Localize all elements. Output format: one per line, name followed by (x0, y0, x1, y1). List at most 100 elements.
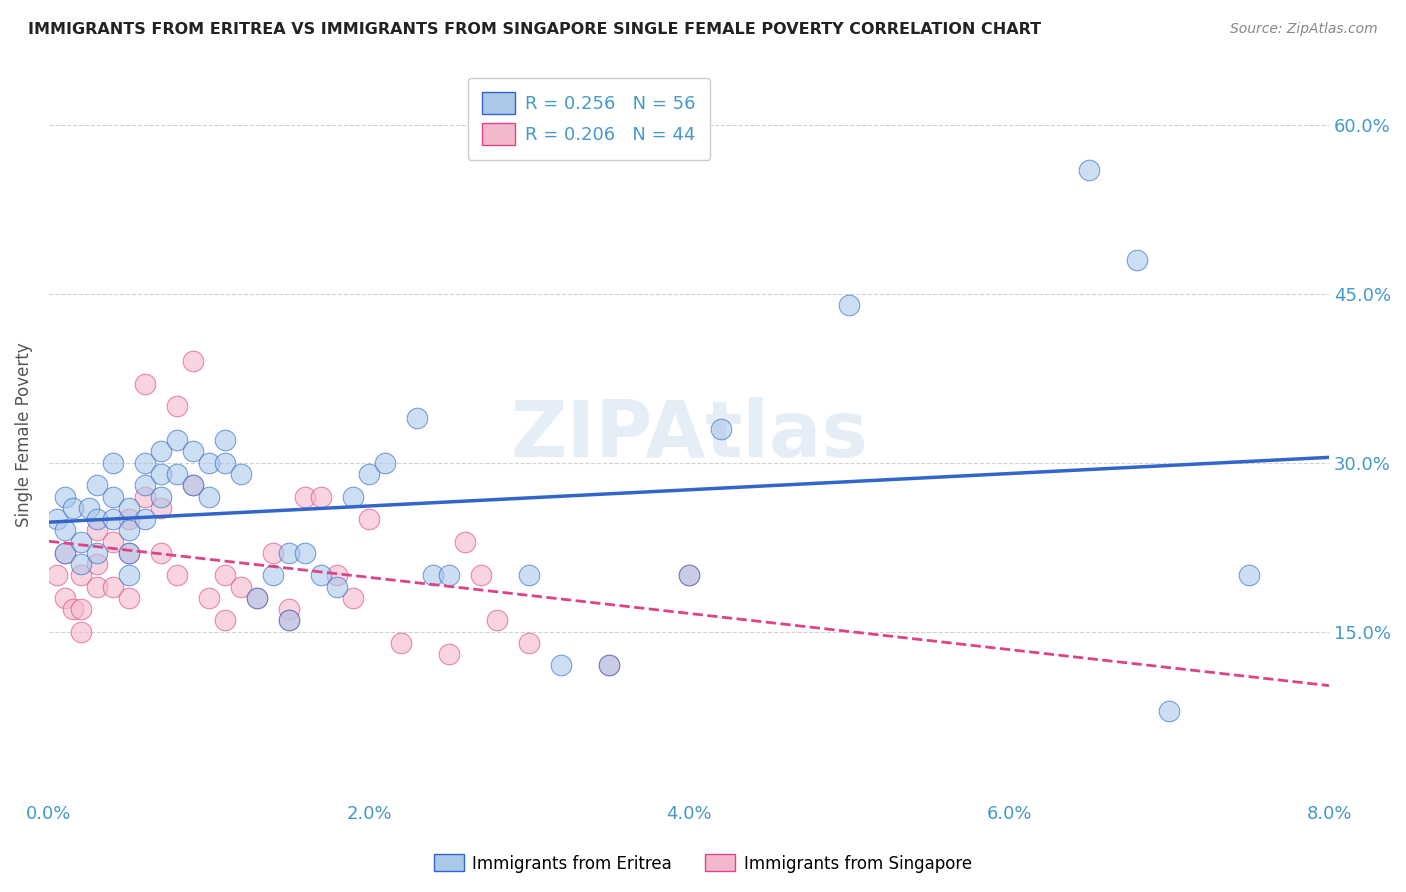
Point (214, 456, 236, 470)
Point (149, 444, 172, 458)
Point (86, 478, 108, 492)
Point (101, 490, 124, 504)
Point (326, 580, 349, 594)
Point (166, 467, 188, 481)
Point (406, 410, 429, 425)
Point (86, 546, 108, 560)
Point (326, 568, 349, 582)
Point (46, 512, 69, 526)
Point (678, 568, 700, 582)
Point (181, 444, 204, 458)
Text: Source: ZipAtlas.com: Source: ZipAtlas.com (1230, 22, 1378, 37)
Text: IMMIGRANTS FROM ERITREA VS IMMIGRANTS FROM SINGAPORE SINGLE FEMALE POVERTY CORRE: IMMIGRANTS FROM ERITREA VS IMMIGRANTS FR… (28, 22, 1042, 37)
Point (118, 591, 141, 605)
Point (134, 490, 156, 504)
Point (229, 580, 252, 594)
Point (1157, 704, 1180, 718)
Point (62, 500, 84, 515)
Y-axis label: Single Female Poverty: Single Female Poverty (15, 343, 32, 527)
Point (70, 624, 93, 639)
Point (118, 500, 141, 515)
Point (437, 568, 460, 582)
Point (550, 658, 572, 673)
Point (134, 456, 156, 470)
Point (294, 490, 316, 504)
Point (118, 568, 141, 582)
Point (262, 546, 284, 560)
Point (278, 614, 301, 628)
Point (389, 636, 412, 650)
Point (198, 490, 221, 504)
Point (166, 568, 188, 582)
Point (166, 433, 188, 447)
Point (70, 557, 93, 571)
Point (598, 658, 620, 673)
Point (101, 456, 124, 470)
Point (422, 568, 444, 582)
Point (101, 534, 124, 549)
Point (46, 568, 69, 582)
Point (198, 456, 221, 470)
Point (53, 546, 76, 560)
Point (517, 636, 540, 650)
Point (246, 591, 269, 605)
Point (149, 546, 172, 560)
Point (309, 568, 332, 582)
Point (278, 602, 301, 616)
Point (70, 602, 93, 616)
Point (134, 478, 156, 492)
Point (70, 568, 93, 582)
Point (118, 546, 141, 560)
Point (149, 500, 172, 515)
Legend: R = 0.256   N = 56, R = 0.206   N = 44: R = 0.256 N = 56, R = 0.206 N = 44 (468, 78, 710, 160)
Point (181, 478, 204, 492)
Point (77, 500, 100, 515)
Point (134, 512, 156, 526)
Point (70, 534, 93, 549)
Point (1126, 252, 1149, 267)
Point (53, 546, 76, 560)
Point (166, 400, 188, 414)
Point (118, 524, 141, 538)
Point (710, 422, 733, 436)
Point (342, 490, 364, 504)
Point (53, 490, 76, 504)
Point (309, 490, 332, 504)
Point (214, 614, 236, 628)
Point (485, 614, 508, 628)
Point (86, 512, 108, 526)
Point (118, 546, 141, 560)
Point (598, 658, 620, 673)
Point (454, 534, 477, 549)
Point (357, 512, 380, 526)
Point (278, 614, 301, 628)
Point (214, 568, 236, 582)
Point (278, 546, 301, 560)
Point (470, 568, 492, 582)
Point (838, 298, 860, 312)
Point (149, 467, 172, 481)
Point (342, 591, 364, 605)
Point (246, 591, 269, 605)
Point (437, 647, 460, 661)
Point (1078, 162, 1101, 177)
Point (262, 568, 284, 582)
Point (181, 354, 204, 368)
Text: ZIPAtlas: ZIPAtlas (510, 397, 868, 473)
Point (101, 580, 124, 594)
Point (214, 433, 236, 447)
Point (53, 524, 76, 538)
Point (62, 602, 84, 616)
Point (134, 376, 156, 391)
Point (678, 568, 700, 582)
Point (149, 490, 172, 504)
Point (229, 467, 252, 481)
Point (86, 580, 108, 594)
Point (53, 591, 76, 605)
Point (517, 568, 540, 582)
Point (118, 512, 141, 526)
Point (198, 591, 221, 605)
Point (86, 524, 108, 538)
Point (181, 478, 204, 492)
Point (101, 512, 124, 526)
